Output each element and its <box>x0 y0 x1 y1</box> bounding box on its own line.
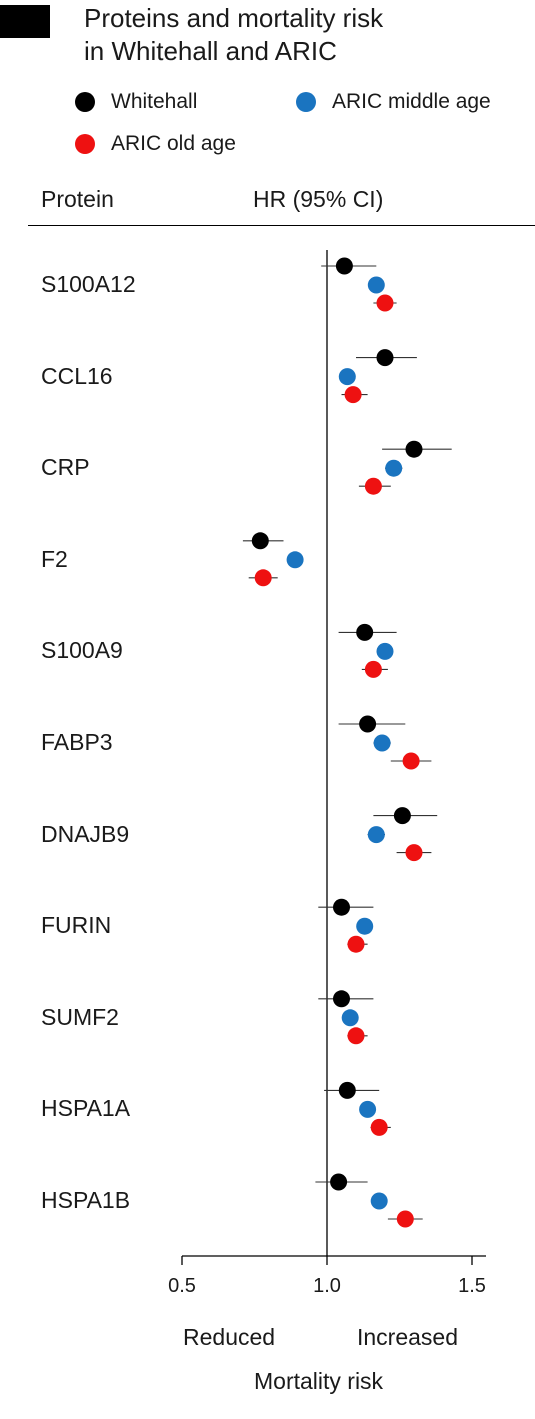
point-aric-middle-age-dnajb9 <box>367 826 385 844</box>
point-whitehall-sumf2 <box>333 990 350 1008</box>
point-aric-old-age-sumf2 <box>347 1027 365 1045</box>
reduced-caption: Reduced <box>183 1324 276 1350</box>
protein-label-crp: CRP <box>41 454 90 481</box>
legend-label-aric-middle-age: ARIC middle age <box>332 90 491 113</box>
panel-marker <box>0 5 50 38</box>
increased-caption: Increased <box>357 1324 459 1350</box>
legend-dot-whitehall <box>75 92 95 112</box>
protein-label-f2: F2 <box>41 545 68 572</box>
legend-label-whitehall: Whitehall <box>111 90 198 113</box>
title-line-2: in Whitehall and ARIC <box>84 36 337 66</box>
protein-label-fabp3: FABP3 <box>41 729 113 755</box>
point-aric-middle-age-furin <box>356 917 374 935</box>
point-aric-middle-age-hspa1a <box>359 1100 377 1118</box>
protein-label-s100a12: S100A12 <box>41 271 136 297</box>
point-whitehall-crp <box>405 440 423 458</box>
point-aric-old-age-hspa1b <box>396 1210 414 1228</box>
point-aric-old-age-f2 <box>254 569 272 587</box>
point-aric-old-age-furin <box>347 935 365 953</box>
title-line-1: Proteins and mortality risk <box>84 3 384 33</box>
x-tick-label-2: 1.5 <box>458 1275 486 1297</box>
protein-label-hspa1b: HSPA1B <box>41 1187 131 1213</box>
point-whitehall-f2 <box>251 532 269 550</box>
point-aric-old-age-dnajb9 <box>405 844 423 862</box>
point-aric-old-age-s100a12 <box>376 294 394 312</box>
protein-label-dnajb9: DNAJB9 <box>41 820 130 847</box>
x-axis-label: Mortality risk <box>254 1368 384 1394</box>
x-tick-label-0: 0.5 <box>168 1275 196 1297</box>
point-aric-middle-age-f2 <box>286 551 304 569</box>
protein-column-header: Protein <box>41 186 114 212</box>
legend-label-aric-old-age: ARIC old age <box>111 132 236 155</box>
point-whitehall-fabp3 <box>359 715 377 733</box>
point-whitehall-s100a9 <box>356 623 374 641</box>
point-aric-middle-age-s100a9 <box>376 642 394 660</box>
point-aric-middle-age-fabp3 <box>373 734 391 752</box>
point-whitehall-hspa1b <box>330 1173 348 1191</box>
point-aric-middle-age-hspa1b <box>370 1192 388 1210</box>
legend-item-aric-middle-age: ARIC middle age <box>296 90 491 114</box>
point-aric-old-age-hspa1a <box>370 1118 388 1136</box>
protein-label-furin: FURIN <box>41 912 112 939</box>
point-whitehall-dnajb9 <box>393 807 411 825</box>
chart-title: Proteins and mortality risk in Whitehall… <box>84 2 524 68</box>
point-whitehall-furin <box>333 898 350 916</box>
x-tick-label-1: 1.0 <box>313 1275 341 1297</box>
protein-label-ccl16: CCL16 <box>41 362 113 389</box>
point-aric-middle-age-s100a12 <box>367 276 385 294</box>
point-aric-old-age-fabp3 <box>402 752 420 770</box>
legend-item-aric-old-age: ARIC old age <box>75 132 236 156</box>
header-rule <box>28 225 535 226</box>
legend-item-whitehall: Whitehall <box>75 90 197 114</box>
legend-dot-aric-old-age <box>75 134 95 154</box>
point-aric-middle-age-ccl16 <box>338 368 356 386</box>
protein-label-s100a9: S100A9 <box>41 637 123 664</box>
point-aric-old-age-s100a9 <box>364 660 382 678</box>
point-whitehall-hspa1a <box>338 1081 356 1099</box>
point-aric-old-age-ccl16 <box>344 386 362 404</box>
point-whitehall-ccl16 <box>376 349 394 367</box>
protein-label-hspa1a: HSPA1A <box>41 1095 131 1122</box>
point-aric-middle-age-sumf2 <box>341 1009 359 1027</box>
point-aric-middle-age-crp <box>385 459 403 477</box>
protein-label-sumf2: SUMF2 <box>41 1003 119 1030</box>
point-aric-old-age-crp <box>364 477 382 495</box>
legend-dot-aric-middle-age <box>296 92 316 112</box>
point-whitehall-s100a12 <box>335 257 353 275</box>
hr-column-header: HR (95% CI) <box>253 186 384 212</box>
